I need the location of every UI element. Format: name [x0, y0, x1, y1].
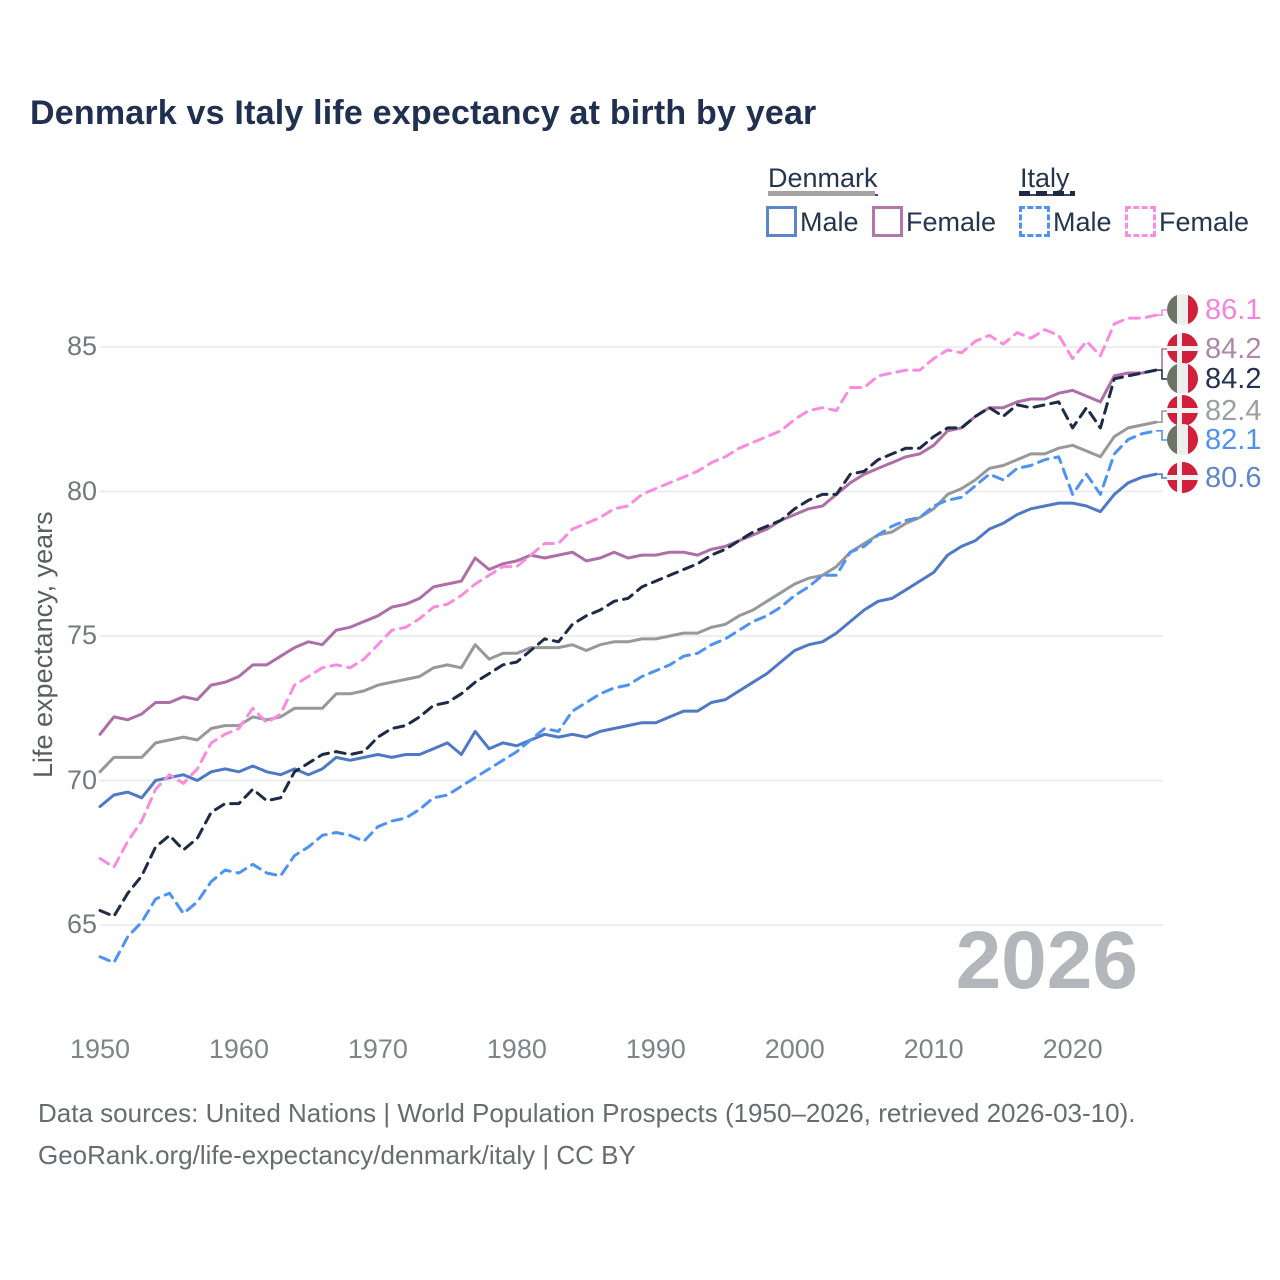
- label-connector-denmark-all: [1156, 410, 1167, 423]
- end-value-label-italy-all: 84.2: [1205, 363, 1262, 395]
- legend-group-italy: Italy: [1020, 163, 1070, 196]
- italy-flag-icon: [1167, 363, 1198, 394]
- end-value-label-denmark-all: 82.4: [1205, 395, 1262, 427]
- legend-denmark-line-sample: [768, 191, 875, 196]
- end-value-label-denmark-female: 84.2: [1205, 333, 1262, 365]
- x-axis-tick-1980: 1980: [486, 1034, 547, 1064]
- legend-italy-title[interactable]: Italy: [1020, 163, 1070, 196]
- series-line-denmark-male[interactable]: [98, 472, 1158, 808]
- legend-italy-male-label[interactable]: Male: [1053, 207, 1112, 237]
- series-line-italy-male[interactable]: [98, 429, 1158, 965]
- x-axis-tick-2000: 2000: [764, 1034, 825, 1064]
- year-watermark: 2026: [955, 915, 1138, 1006]
- legend-denmark-title[interactable]: Denmark: [768, 163, 878, 196]
- footer-attribution-line: GeoRank.org/life-expectancy/denmark/ital…: [38, 1140, 636, 1170]
- legend-denmark-female-label[interactable]: Female: [906, 207, 997, 237]
- italy-flag-icon: [1167, 424, 1198, 455]
- series-line-denmark-female[interactable]: [98, 368, 1158, 736]
- label-connector-italy-male: [1156, 430, 1167, 441]
- legend-denmark-male-swatch[interactable]: [766, 206, 797, 237]
- series-line-italy-all[interactable]: [98, 368, 1158, 918]
- x-axis-tick-2010: 2010: [903, 1034, 964, 1064]
- y-axis-tick-65: 65: [66, 909, 97, 939]
- end-value-label-italy-female: 86.1: [1205, 294, 1262, 326]
- label-connector-italy-female: [1156, 309, 1167, 317]
- legend-group-denmark: Denmark: [768, 163, 878, 196]
- x-axis-tick-1990: 1990: [625, 1034, 686, 1064]
- page-title: Denmark vs Italy life expectancy at birt…: [30, 94, 817, 132]
- label-connector-denmark-male: [1156, 473, 1167, 479]
- legend-italy-female-swatch[interactable]: [1125, 206, 1156, 237]
- legend-italy-male-swatch[interactable]: [1019, 206, 1050, 237]
- legend-denmark-female-swatch[interactable]: [872, 206, 903, 237]
- italy-flag-icon: [1167, 294, 1198, 325]
- legend-italy-female-label[interactable]: Female: [1159, 207, 1250, 237]
- y-axis-tick-80: 80: [66, 475, 97, 506]
- x-axis-tick-1950: 1950: [69, 1034, 131, 1064]
- y-axis-tick-85: 85: [66, 331, 97, 361]
- x-axis-tick-1970: 1970: [347, 1034, 408, 1064]
- legend-italy-line-sample: [1019, 191, 1075, 196]
- label-connector-italy-all: [1156, 369, 1167, 380]
- end-value-label-denmark-male: 80.6: [1205, 462, 1262, 494]
- x-axis-tick-1960: 1960: [208, 1034, 269, 1064]
- label-connector-denmark-female: [1156, 348, 1167, 371]
- denmark-flag-icon: [1167, 395, 1198, 426]
- x-axis-tick-2020: 2020: [1042, 1034, 1103, 1064]
- series-line-italy-female[interactable]: [98, 313, 1158, 869]
- denmark-flag-icon: [1167, 333, 1198, 364]
- denmark-flag-icon: [1167, 462, 1198, 493]
- end-value-label-italy-male: 82.1: [1205, 424, 1262, 456]
- legend-denmark-male-label[interactable]: Male: [800, 207, 859, 237]
- y-axis-tick-75: 75: [66, 620, 97, 650]
- footer-source-line: Data sources: United Nations | World Pop…: [38, 1098, 1136, 1128]
- y-axis-tick-70: 70: [66, 764, 97, 795]
